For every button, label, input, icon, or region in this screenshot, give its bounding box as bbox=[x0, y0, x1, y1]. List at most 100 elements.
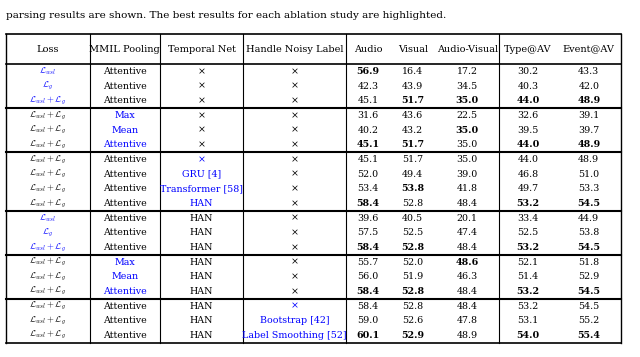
Text: 35.0: 35.0 bbox=[456, 155, 478, 164]
Text: 44.0: 44.0 bbox=[518, 155, 538, 164]
Text: Attentive: Attentive bbox=[103, 67, 147, 76]
Text: 32.6: 32.6 bbox=[517, 111, 539, 120]
Text: 51.9: 51.9 bbox=[402, 272, 424, 281]
Text: GRU [4]: GRU [4] bbox=[182, 170, 221, 178]
Text: 33.4: 33.4 bbox=[517, 213, 539, 223]
Text: ×: × bbox=[291, 170, 298, 178]
Text: HAN: HAN bbox=[190, 316, 213, 325]
Text: 54.5: 54.5 bbox=[577, 287, 600, 296]
Text: 47.4: 47.4 bbox=[457, 228, 477, 237]
Text: Audio: Audio bbox=[354, 45, 382, 54]
Text: HAN: HAN bbox=[190, 272, 213, 281]
Text: $\mathcal{L}_{wsl}+\mathcal{L}_{g}$: $\mathcal{L}_{wsl}+\mathcal{L}_{g}$ bbox=[29, 330, 67, 341]
Text: 45.1: 45.1 bbox=[357, 155, 379, 164]
Text: 48.4: 48.4 bbox=[457, 302, 477, 311]
Text: 59.0: 59.0 bbox=[357, 316, 379, 325]
Text: 53.1: 53.1 bbox=[517, 316, 539, 325]
Text: Attentive: Attentive bbox=[103, 228, 147, 237]
Text: $\mathcal{L}_{g}$: $\mathcal{L}_{g}$ bbox=[42, 80, 54, 92]
Text: 53.2: 53.2 bbox=[517, 302, 539, 311]
Text: parsing results are shown. The best results for each ablation study are highligh: parsing results are shown. The best resu… bbox=[6, 11, 447, 20]
Text: Temporal Net: Temporal Net bbox=[168, 45, 236, 54]
Text: Attentive: Attentive bbox=[103, 302, 147, 311]
Text: 52.8: 52.8 bbox=[402, 199, 424, 208]
Text: 52.9: 52.9 bbox=[401, 331, 424, 340]
Text: $\mathcal{L}_{wsl}+\mathcal{L}_{g}$: $\mathcal{L}_{wsl}+\mathcal{L}_{g}$ bbox=[29, 168, 67, 180]
Text: 40.5: 40.5 bbox=[402, 213, 424, 223]
Text: 44.0: 44.0 bbox=[516, 96, 540, 105]
Text: 52.5: 52.5 bbox=[402, 228, 424, 237]
Text: Attentive: Attentive bbox=[103, 287, 147, 296]
Text: $\mathcal{L}_{g}$: $\mathcal{L}_{g}$ bbox=[42, 227, 54, 239]
Text: 53.2: 53.2 bbox=[516, 199, 540, 208]
Text: 53.8: 53.8 bbox=[401, 184, 424, 193]
Text: Visual: Visual bbox=[397, 45, 428, 54]
Text: $\mathcal{L}_{wsl}+\mathcal{L}_{g}$: $\mathcal{L}_{wsl}+\mathcal{L}_{g}$ bbox=[29, 139, 67, 151]
Text: Bootstrap [42]: Bootstrap [42] bbox=[260, 316, 329, 325]
Text: $\mathcal{L}_{wsl}+\mathcal{L}_{g}$: $\mathcal{L}_{wsl}+\mathcal{L}_{g}$ bbox=[29, 110, 67, 122]
Text: 55.2: 55.2 bbox=[578, 316, 600, 325]
Text: 47.8: 47.8 bbox=[457, 316, 477, 325]
Text: 56.9: 56.9 bbox=[356, 67, 380, 76]
Text: 35.0: 35.0 bbox=[456, 126, 479, 135]
Text: MMIL Pooling: MMIL Pooling bbox=[90, 45, 160, 54]
Text: 40.2: 40.2 bbox=[358, 126, 378, 135]
Text: $\mathcal{L}_{wsl}+\mathcal{L}_{g}$: $\mathcal{L}_{wsl}+\mathcal{L}_{g}$ bbox=[29, 95, 67, 107]
Text: 51.8: 51.8 bbox=[578, 258, 600, 267]
Text: Handle Noisy Label: Handle Noisy Label bbox=[246, 45, 343, 54]
Text: $\mathcal{L}_{wsl}+\mathcal{L}_{g}$: $\mathcal{L}_{wsl}+\mathcal{L}_{g}$ bbox=[29, 285, 67, 297]
Text: Transformer [58]: Transformer [58] bbox=[160, 184, 243, 193]
Text: 42.0: 42.0 bbox=[579, 82, 599, 91]
Text: Attentive: Attentive bbox=[103, 82, 147, 91]
Text: 60.1: 60.1 bbox=[356, 331, 380, 340]
Text: $\mathcal{L}_{wsl}+\mathcal{L}_{g}$: $\mathcal{L}_{wsl}+\mathcal{L}_{g}$ bbox=[29, 183, 67, 195]
Text: 53.2: 53.2 bbox=[516, 243, 540, 252]
Text: 43.3: 43.3 bbox=[578, 67, 600, 76]
Text: Event@AV: Event@AV bbox=[563, 45, 615, 54]
Text: ×: × bbox=[198, 96, 205, 105]
Text: 22.5: 22.5 bbox=[456, 111, 478, 120]
Text: 43.9: 43.9 bbox=[402, 82, 424, 91]
Text: 53.8: 53.8 bbox=[578, 228, 600, 237]
Text: Attentive: Attentive bbox=[103, 243, 147, 252]
Text: ×: × bbox=[291, 302, 298, 311]
Text: 51.0: 51.0 bbox=[578, 170, 600, 178]
Text: 58.4: 58.4 bbox=[356, 287, 380, 296]
Text: 52.5: 52.5 bbox=[517, 228, 539, 237]
Text: 51.4: 51.4 bbox=[517, 272, 539, 281]
Text: Attentive: Attentive bbox=[103, 170, 147, 178]
Text: ×: × bbox=[291, 213, 298, 223]
Text: $\mathcal{L}_{wsl}+\mathcal{L}_{g}$: $\mathcal{L}_{wsl}+\mathcal{L}_{g}$ bbox=[29, 241, 67, 253]
Text: 39.1: 39.1 bbox=[578, 111, 600, 120]
Text: 46.3: 46.3 bbox=[456, 272, 478, 281]
Text: $\mathcal{L}_{wsl}+\mathcal{L}_{g}$: $\mathcal{L}_{wsl}+\mathcal{L}_{g}$ bbox=[29, 197, 67, 210]
Text: Max: Max bbox=[115, 111, 135, 120]
Text: Attentive: Attentive bbox=[103, 331, 147, 340]
Text: ×: × bbox=[291, 67, 298, 76]
Text: 57.5: 57.5 bbox=[357, 228, 379, 237]
Text: 48.9: 48.9 bbox=[577, 140, 600, 149]
Text: ×: × bbox=[291, 272, 298, 281]
Text: ×: × bbox=[291, 126, 298, 135]
Text: HAN: HAN bbox=[190, 302, 213, 311]
Text: 20.1: 20.1 bbox=[457, 213, 477, 223]
Text: 51.7: 51.7 bbox=[401, 96, 424, 105]
Text: 54.0: 54.0 bbox=[516, 331, 540, 340]
Text: Attentive: Attentive bbox=[103, 213, 147, 223]
Text: $\mathcal{L}_{wsl}+\mathcal{L}_{g}$: $\mathcal{L}_{wsl}+\mathcal{L}_{g}$ bbox=[29, 271, 67, 283]
Text: Mean: Mean bbox=[111, 272, 138, 281]
Text: 48.4: 48.4 bbox=[457, 287, 477, 296]
Text: 52.8: 52.8 bbox=[402, 302, 424, 311]
Text: 42.3: 42.3 bbox=[357, 82, 379, 91]
Text: 39.5: 39.5 bbox=[517, 126, 539, 135]
Text: 46.8: 46.8 bbox=[517, 170, 539, 178]
Text: 52.6: 52.6 bbox=[402, 316, 424, 325]
Text: 30.2: 30.2 bbox=[517, 67, 539, 76]
Text: ×: × bbox=[198, 155, 205, 164]
Text: HAN: HAN bbox=[190, 258, 213, 267]
Text: HAN: HAN bbox=[190, 228, 213, 237]
Text: Loss: Loss bbox=[36, 45, 60, 54]
Text: ×: × bbox=[291, 184, 298, 193]
Text: ×: × bbox=[291, 96, 298, 105]
Text: 31.6: 31.6 bbox=[357, 111, 379, 120]
